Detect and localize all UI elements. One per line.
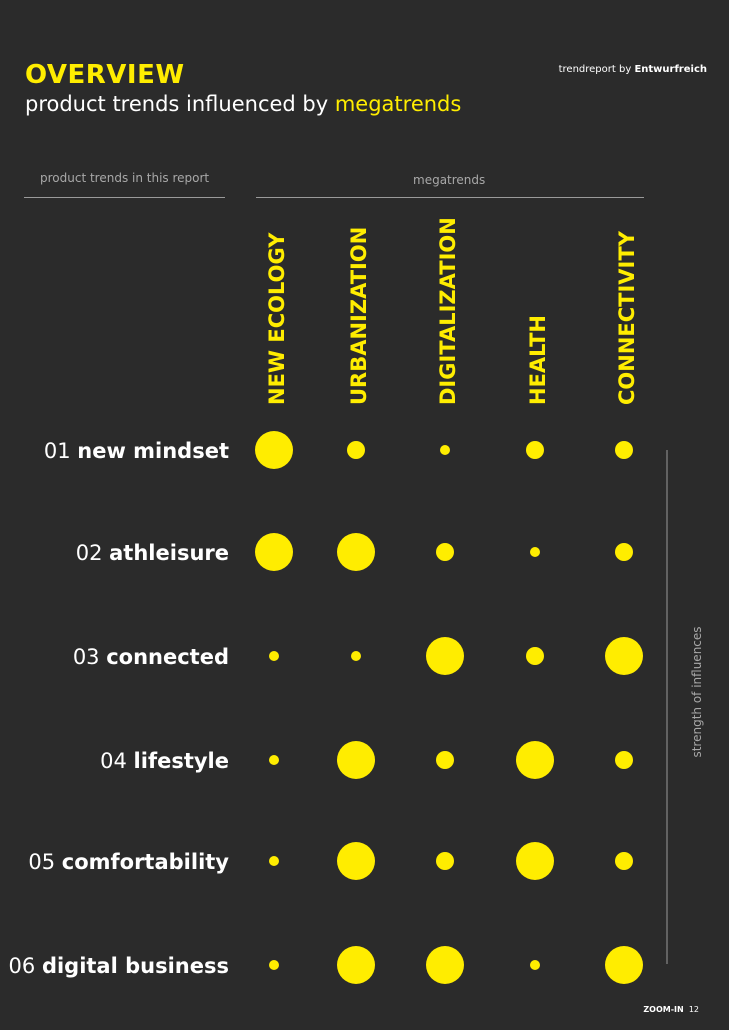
subtitle-text: product trends influenced by	[25, 92, 335, 116]
product-trends-header: product trends in this report	[40, 171, 210, 185]
trend-number: 01	[44, 439, 77, 463]
trend-number: 02	[76, 541, 109, 565]
strength-axis-label: strength of influences	[690, 626, 704, 757]
megatrend-label-urbanization: URBANIZATION	[347, 227, 371, 405]
trend-number: 06	[9, 954, 42, 978]
trend-label-01: 01 new mindset	[44, 439, 229, 463]
influence-dot-r3-c2	[351, 651, 361, 661]
page-number: 12	[688, 1005, 699, 1014]
trend-name: comfortability	[62, 850, 230, 874]
influence-dot-r5-c3	[436, 852, 454, 870]
trend-name: digital business	[42, 954, 229, 978]
influence-dot-r4-c4	[516, 741, 554, 779]
influence-dot-r1-c5	[615, 441, 633, 459]
influence-dot-r6-c5	[605, 946, 643, 984]
influence-dot-r1-c3	[440, 445, 450, 455]
trend-number: 03	[73, 645, 106, 669]
trend-number: 04	[100, 749, 133, 773]
influence-dot-r5-c5	[615, 852, 633, 870]
influence-dot-r6-c4	[530, 960, 540, 970]
influence-dot-r4-c2	[337, 741, 375, 779]
influence-dot-r1-c4	[526, 441, 544, 459]
brand-name: Entwurfreich	[634, 64, 707, 75]
influence-dot-r2-c2	[337, 533, 375, 571]
megatrend-label-digitalization: DIGITALIZATION	[436, 217, 460, 405]
influence-dot-r2-c5	[615, 543, 633, 561]
trend-name: new mindset	[77, 439, 229, 463]
influence-dot-r6-c1	[269, 960, 279, 970]
product-trends-divider	[24, 197, 225, 198]
megatrend-label-health: HEALTH	[526, 315, 550, 405]
subtitle-highlight: megatrends	[334, 92, 462, 116]
trend-label-02: 02 athleisure	[76, 541, 229, 565]
page-footer: ZOOM-IN 12	[643, 1005, 699, 1014]
footer-label: ZOOM-IN	[643, 1005, 684, 1014]
influence-dot-r6-c2	[337, 946, 375, 984]
trend-name: lifestyle	[134, 749, 229, 773]
trend-name: connected	[106, 645, 229, 669]
megatrends-divider	[256, 197, 644, 198]
trend-name: athleisure	[109, 541, 229, 565]
influence-dot-r1-c1	[255, 431, 293, 469]
trend-label-06: 06 digital business	[9, 954, 229, 978]
influence-dot-r3-c4	[526, 647, 544, 665]
page-title: OVERVIEW	[25, 60, 185, 90]
influence-dot-r2-c1	[255, 533, 293, 571]
influence-dot-r4-c3	[436, 751, 454, 769]
influence-dot-r6-c3	[426, 946, 464, 984]
trend-label-04: 04 lifestyle	[100, 749, 229, 773]
influence-dot-r2-c3	[436, 543, 454, 561]
trend-label-03: 03 connected	[73, 645, 229, 669]
trend-label-05: 05 comfortability	[28, 850, 229, 874]
influence-dot-r3-c3	[426, 637, 464, 675]
influence-dot-r4-c1	[269, 755, 279, 765]
brand-prefix: trendreport by	[558, 64, 635, 75]
influence-dot-r4-c5	[615, 751, 633, 769]
influence-dot-r2-c4	[530, 547, 540, 557]
influence-dot-r5-c1	[269, 856, 279, 866]
trend-number: 05	[28, 850, 61, 874]
page-subtitle: product trends influenced by megatrends	[25, 92, 461, 116]
influence-dot-r5-c4	[516, 842, 554, 880]
influence-dot-r1-c2	[347, 441, 365, 459]
brand-label: trendreport by Entwurfreich	[559, 64, 707, 75]
megatrend-label-new-ecology: NEW ECOLOGY	[265, 232, 289, 405]
megatrend-label-connectivity: CONNECTIVITY	[615, 230, 639, 405]
influence-dot-r3-c1	[269, 651, 279, 661]
influence-dot-r3-c5	[605, 637, 643, 675]
megatrends-header: megatrends	[413, 173, 486, 187]
influence-dot-r5-c2	[337, 842, 375, 880]
